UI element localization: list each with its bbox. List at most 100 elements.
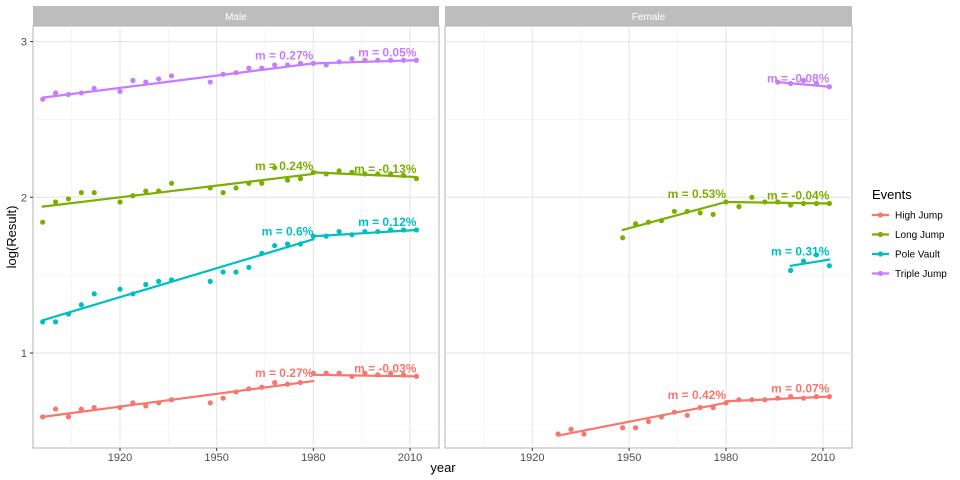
male-high-jump-point [272,379,278,386]
male-triple-jump-point [375,57,381,63]
male-pole-vault-point [143,281,149,288]
male-high-jump-point [259,384,265,390]
male-high-jump-point [52,406,59,412]
male-high-jump-point [207,400,213,406]
legend-key-point-long-jump [877,231,884,238]
male-triple-jump-point [233,70,239,76]
female-pole-vault-fit-line [789,258,831,267]
panel-male: Male m = 0.27% m = -0.03% m = 0.24% m = -0.… [32,6,440,464]
male-pole-vault-point [284,241,291,247]
male-pole-vault-point [65,311,72,317]
female-long-jump-point [723,199,729,205]
x-tick-label: 1980 [301,452,325,464]
male-triple-jump-point [156,76,162,82]
female-high-jump-point [813,394,820,400]
female-long-jump-fit-line [621,200,728,232]
female-pole-vault-point [800,258,807,264]
male-long-jump-point [246,180,252,186]
female-high-jump-point [762,397,768,403]
male-high-jump-point [413,373,420,379]
panel-male-points [40,56,420,420]
male-long-jump-point [284,177,291,183]
male-triple-jump-point [284,62,291,68]
panel-male-strip [33,6,439,26]
male-pole-vault-point [117,286,123,292]
female-high-jump-point [555,431,561,437]
male-long-jump-point [310,169,316,175]
female-high-jump-point [788,394,794,400]
legend-title: Events [872,187,912,202]
male-pole-vault-point [91,291,97,297]
female-high-jump-point [775,395,781,401]
male-high-jump-slope-label: m = 0.27% [255,366,314,380]
legend-label-long-jump: Long Jump [895,230,945,241]
male-high-jump-point [156,400,162,406]
male-long-jump-point [336,168,342,174]
x-tick-label: 2010 [398,452,422,464]
legend-key-point-high-jump [877,212,884,218]
female-long-jump-point [749,194,755,200]
legend-key-point-triple-jump [877,270,884,277]
female-high-jump-point [671,409,677,415]
female-pole-vault-point [813,252,820,258]
male-pole-vault-slope-label: m = 0.12% [358,215,417,229]
male-long-jump-point [168,180,175,186]
male-high-jump-point [362,370,368,376]
female-long-jump-point [645,219,652,225]
male-triple-jump-point [246,65,252,71]
male-long-jump-point [297,176,304,182]
female-high-jump-point [568,426,574,432]
female-high-jump-point [800,395,807,401]
male-pole-vault-point [220,269,226,275]
male-high-jump-point [246,386,252,392]
male-long-jump-point [220,190,226,196]
female-long-jump-point [800,200,807,207]
male-pole-vault-point [272,242,278,249]
male-high-jump-point [78,406,84,412]
female-triple-jump-point [788,81,794,87]
female-high-jump-slope-label: m = 0.07% [771,382,830,396]
panel-female-slope-labels: m = 0.42% m = 0.07% m = 0.53% m = -0.04% m =… [668,72,830,402]
male-long-jump-point [156,188,162,194]
panel-male-title: Male [225,12,247,23]
male-triple-jump-point [65,91,72,98]
female-high-jump-point [736,397,742,403]
male-triple-jump-slope-label: m = 0.27% [255,48,314,62]
male-pole-vault-point [349,232,355,238]
x-tick-label: 1950 [617,452,641,464]
female-triple-jump-point [826,84,832,90]
male-long-jump-fit-line [41,172,315,208]
male-triple-jump-point [349,56,355,62]
male-high-jump-point [168,397,175,403]
male-long-jump-point [233,185,239,191]
male-high-jump-point [323,370,329,376]
male-pole-vault-point [259,250,265,256]
male-high-jump-fit-line [41,379,315,418]
female-long-jump-point [620,235,626,241]
female-long-jump-point [813,200,820,207]
male-triple-jump-point [388,57,394,63]
panel-female-grid [445,26,852,448]
panel-male-slope-labels: m = 0.27% m = -0.03% m = 0.24% m = -0.13% m … [255,45,417,380]
male-pole-vault-point [362,228,368,235]
male-high-jump-point [117,404,123,411]
male-triple-jump-point [259,65,265,71]
female-long-jump-point [671,208,677,214]
male-triple-jump-point [323,62,329,68]
male-pole-vault-point [336,228,342,235]
male-pole-vault-point [78,302,84,308]
male-triple-jump-point [168,73,175,79]
male-triple-jump-point [413,57,420,63]
male-pole-vault-slope-label: m = 0.6% [262,224,314,238]
male-long-jump-point [130,193,136,199]
male-long-jump-point [413,176,420,182]
male-triple-jump-point [310,60,316,66]
female-high-jump-point [697,404,703,411]
legend: Events High Jump Long Jump Pole Vault Tripl… [872,187,947,280]
female-triple-jump-point [813,81,820,87]
male-high-jump-slope-label: m = -0.03% [354,361,417,375]
y-tick-label: 3 [21,37,27,49]
male-high-jump-point [297,379,304,386]
y-axis-ticks: 1 2 3 [21,37,33,360]
female-high-jump-slope-label: m = 0.42% [668,388,727,402]
